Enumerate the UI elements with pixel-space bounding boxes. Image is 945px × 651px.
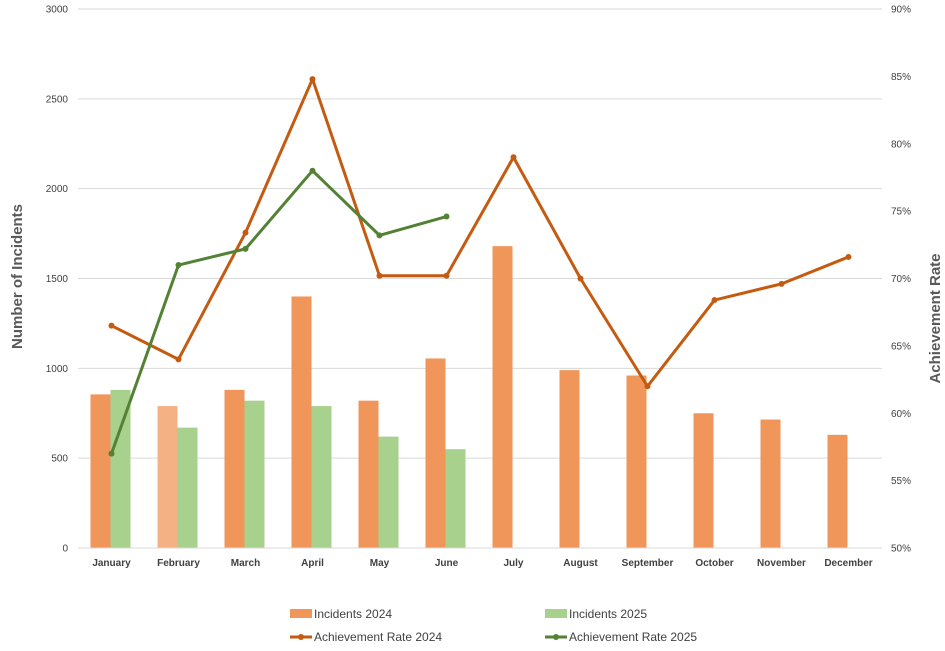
bar-incidents-2024 bbox=[425, 358, 446, 548]
bar-incidents-2024 bbox=[157, 406, 178, 548]
y-axis-title: Number of Incidents bbox=[9, 204, 26, 349]
bar-incidents-2024 bbox=[626, 375, 647, 548]
point-achievement-rate-2025 bbox=[108, 450, 115, 457]
legend-marker bbox=[298, 634, 304, 640]
legend-label: Achievement Rate 2024 bbox=[314, 630, 442, 644]
x-tick-label: June bbox=[435, 558, 459, 569]
y-tick-label: 2000 bbox=[46, 184, 69, 195]
point-achievement-rate-2024 bbox=[644, 383, 651, 390]
bar-incidents-2024 bbox=[827, 434, 848, 548]
point-achievement-rate-2024 bbox=[443, 272, 450, 279]
line-achievement-rate-2025 bbox=[110, 169, 447, 455]
point-achievement-rate-2024 bbox=[711, 297, 718, 304]
bar-incidents-2024 bbox=[760, 419, 781, 548]
x-tick-label: January bbox=[92, 558, 131, 569]
point-achievement-rate-2024 bbox=[175, 356, 182, 363]
line-achievement-rate-2024 bbox=[110, 77, 850, 388]
point-achievement-rate-2024 bbox=[778, 280, 785, 287]
point-achievement-rate-2024 bbox=[108, 322, 115, 329]
y2-tick-label: 60% bbox=[891, 409, 911, 420]
x-tick-label: February bbox=[157, 558, 200, 569]
y-tick-label: 1000 bbox=[46, 364, 69, 375]
y-tick-label: 1500 bbox=[46, 274, 69, 285]
point-achievement-rate-2025 bbox=[175, 262, 182, 269]
y-tick-label: 0 bbox=[62, 544, 68, 555]
bar-incidents-2024 bbox=[559, 370, 580, 548]
point-achievement-rate-2024 bbox=[309, 76, 316, 83]
x-tick-label: April bbox=[301, 558, 324, 569]
point-achievement-rate-2025 bbox=[242, 245, 249, 252]
bar-incidents-2025 bbox=[378, 436, 399, 548]
bar-incidents-2025 bbox=[110, 389, 131, 548]
point-achievement-rate-2024 bbox=[510, 154, 517, 161]
legend-marker bbox=[553, 634, 559, 640]
y2-tick-label: 70% bbox=[891, 274, 911, 285]
y2-axis-title: Achievement Rate bbox=[927, 253, 944, 383]
bar-incidents-2025 bbox=[311, 406, 332, 548]
x-tick-label: September bbox=[622, 558, 674, 569]
legend-swatch bbox=[545, 609, 567, 618]
y2-tick-label: 75% bbox=[891, 207, 911, 218]
bar-incidents-2024 bbox=[224, 389, 245, 548]
bar-incidents-2025 bbox=[244, 400, 265, 548]
x-tick-label: November bbox=[757, 558, 806, 569]
point-achievement-rate-2025 bbox=[309, 167, 316, 174]
x-tick-label: August bbox=[563, 558, 598, 569]
y2-tick-label: 50% bbox=[891, 544, 911, 555]
point-achievement-rate-2025 bbox=[376, 232, 383, 239]
point-achievement-rate-2024 bbox=[577, 275, 584, 282]
y2-tick-label: 85% bbox=[891, 72, 911, 83]
bar-incidents-2024 bbox=[291, 296, 312, 548]
legend-swatch bbox=[290, 609, 312, 618]
y-tick-label: 500 bbox=[51, 454, 68, 465]
x-tick-label: July bbox=[503, 558, 523, 569]
x-tick-label: March bbox=[231, 558, 260, 569]
point-achievement-rate-2025 bbox=[443, 213, 450, 220]
y-tick-label: 2500 bbox=[46, 94, 69, 105]
x-tick-label: October bbox=[695, 558, 733, 569]
y2-tick-label: 65% bbox=[891, 341, 911, 352]
x-tick-label: May bbox=[370, 558, 390, 569]
y2-tick-label: 80% bbox=[891, 139, 911, 150]
bar-incidents-2025 bbox=[445, 449, 466, 548]
legend-label: Incidents 2025 bbox=[569, 607, 647, 621]
legend-label: Achievement Rate 2025 bbox=[569, 630, 697, 644]
x-tick-label: December bbox=[824, 558, 872, 569]
bar-incidents-2024 bbox=[693, 413, 714, 548]
bar-incidents-2024 bbox=[492, 246, 513, 548]
y2-tick-label: 90% bbox=[891, 5, 911, 16]
y2-tick-label: 55% bbox=[891, 476, 911, 487]
y-tick-label: 3000 bbox=[46, 5, 69, 16]
point-achievement-rate-2024 bbox=[376, 272, 383, 279]
bar-incidents-2024 bbox=[90, 394, 111, 548]
bar-incidents-2025 bbox=[177, 427, 198, 548]
legend-label: Incidents 2024 bbox=[314, 607, 392, 621]
point-achievement-rate-2024 bbox=[845, 253, 852, 260]
point-achievement-rate-2024 bbox=[242, 229, 249, 236]
bar-incidents-2024 bbox=[358, 400, 379, 548]
